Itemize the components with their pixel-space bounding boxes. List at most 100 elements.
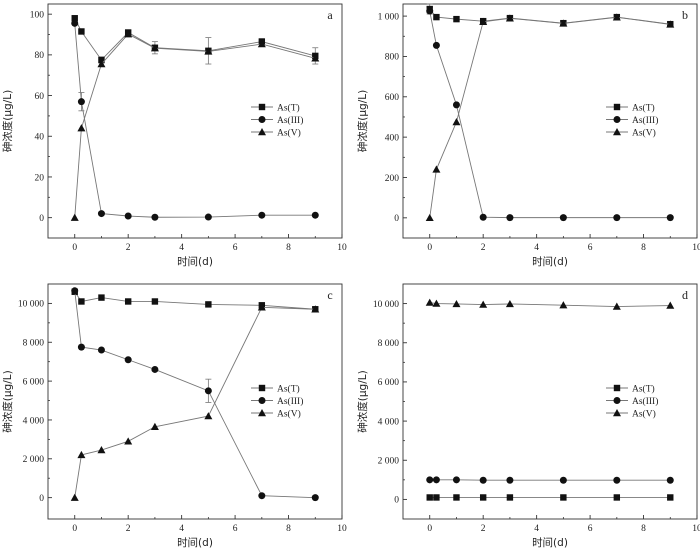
- data-point: [479, 494, 487, 501]
- x-tick-label: 10: [337, 243, 347, 253]
- x-tick-label: 0: [72, 524, 77, 534]
- x-axis-title: 时间(d): [532, 536, 568, 548]
- legend-label: As(V): [632, 127, 656, 138]
- data-point: [613, 476, 621, 484]
- data-point: [426, 7, 434, 15]
- legend: As(T) As(III)As(V): [606, 383, 658, 419]
- x-axis-title: 时间(d): [177, 255, 213, 268]
- data-point: [97, 346, 105, 354]
- data-point: [97, 210, 105, 218]
- data-point: [613, 214, 621, 222]
- x-tick-label: 4: [179, 524, 184, 534]
- data-point: [257, 40, 266, 48]
- x-tick-label: 6: [588, 243, 593, 253]
- data-point: [77, 98, 85, 106]
- y-tick-label: 10 000: [18, 300, 44, 310]
- legend: As(T) As(III)As(V): [606, 102, 658, 138]
- legend-label: As(T): [277, 383, 300, 394]
- data-point: [425, 213, 434, 222]
- legend-label: As(V): [277, 408, 301, 419]
- series-circle: [426, 476, 674, 484]
- x-tick-label: 2: [481, 243, 486, 253]
- data-point: [666, 20, 675, 28]
- legend-marker: [613, 397, 621, 404]
- data-point: [506, 214, 514, 222]
- legend-label: As(T): [277, 102, 300, 113]
- data-point: [77, 450, 86, 459]
- y-axis-title: 砷浓度(μg/L): [1, 90, 14, 152]
- data-point: [258, 492, 266, 500]
- data-point: [432, 165, 441, 173]
- data-point: [257, 303, 266, 311]
- data-point: [612, 13, 621, 21]
- x-axis-title: 时间(d): [177, 536, 213, 548]
- series-square: [426, 3, 674, 28]
- x-tick-label: 0: [427, 243, 432, 253]
- x-tick-label: 4: [534, 524, 539, 534]
- series-square: [426, 494, 674, 501]
- x-tick-label: 10: [692, 524, 700, 534]
- y-tick-label: 8 000: [23, 339, 45, 349]
- plot-frame: [47, 3, 343, 239]
- data-point: [479, 17, 488, 25]
- data-point: [506, 476, 514, 484]
- x-tick-label: 8: [641, 524, 646, 534]
- series-triangle: [70, 303, 320, 501]
- y-tick-label: 6 000: [378, 378, 400, 388]
- data-point: [432, 476, 440, 484]
- y-tick-label: 4 000: [23, 416, 45, 426]
- data-point: [311, 211, 319, 219]
- data-point: [453, 15, 460, 23]
- y-tick-label: 60: [35, 92, 45, 102]
- data-point: [124, 437, 133, 445]
- data-point: [124, 356, 132, 364]
- legend-label: As(III): [632, 396, 658, 407]
- x-tick-label: 2: [481, 524, 486, 534]
- y-tick-label: 0: [394, 496, 399, 506]
- data-point: [311, 305, 320, 313]
- data-point: [77, 343, 85, 351]
- x-tick-label: 8: [286, 243, 291, 253]
- series-line: [429, 16, 671, 218]
- y-tick-label: 0: [394, 214, 399, 224]
- data-point: [258, 211, 266, 219]
- data-point: [204, 213, 212, 221]
- data-point: [433, 13, 440, 21]
- data-point: [205, 301, 212, 308]
- data-point: [71, 287, 79, 295]
- series-square: [71, 288, 319, 313]
- legend-label: As(T): [632, 102, 655, 113]
- data-point: [452, 101, 460, 109]
- x-tick-label: 8: [641, 243, 646, 253]
- data-point: [666, 301, 675, 309]
- legend: As(T) As(III)As(V): [251, 102, 303, 138]
- legend-marker: [258, 397, 266, 404]
- legend-label: As(III): [277, 115, 303, 126]
- series-triangle: [425, 13, 675, 222]
- data-point: [666, 214, 674, 222]
- data-point: [426, 476, 434, 484]
- series-line: [429, 10, 671, 219]
- legend-marker: [258, 103, 266, 111]
- y-tick-label: 20: [35, 173, 45, 183]
- chart-panel-d: 0 2 4 6 8 10 0 2 000 4 000 6 000 8 000 10 000 时间(d) 砷…: [356, 283, 700, 548]
- data-point: [204, 387, 212, 395]
- y-tick-label: 200: [385, 174, 400, 184]
- series-line: [74, 306, 316, 498]
- data-point: [506, 494, 514, 501]
- data-point: [204, 412, 213, 420]
- legend-marker: [613, 409, 621, 417]
- x-axis-title: 时间(d): [532, 255, 568, 268]
- chart-panel-c: 0 2 4 6 8 10 0 2 000 4 000 6 000 8 000 10 000 时间(d) 砷…: [1, 283, 347, 548]
- data-point: [505, 299, 514, 308]
- legend-marker: [258, 128, 266, 136]
- data-point: [97, 446, 106, 454]
- series-line: [74, 23, 316, 218]
- data-point: [452, 118, 461, 126]
- series-line: [429, 302, 671, 307]
- series-circle: [71, 287, 319, 502]
- data-point: [666, 476, 674, 484]
- data-point: [505, 14, 514, 22]
- data-point: [559, 476, 567, 484]
- y-tick-label: 600: [385, 93, 400, 103]
